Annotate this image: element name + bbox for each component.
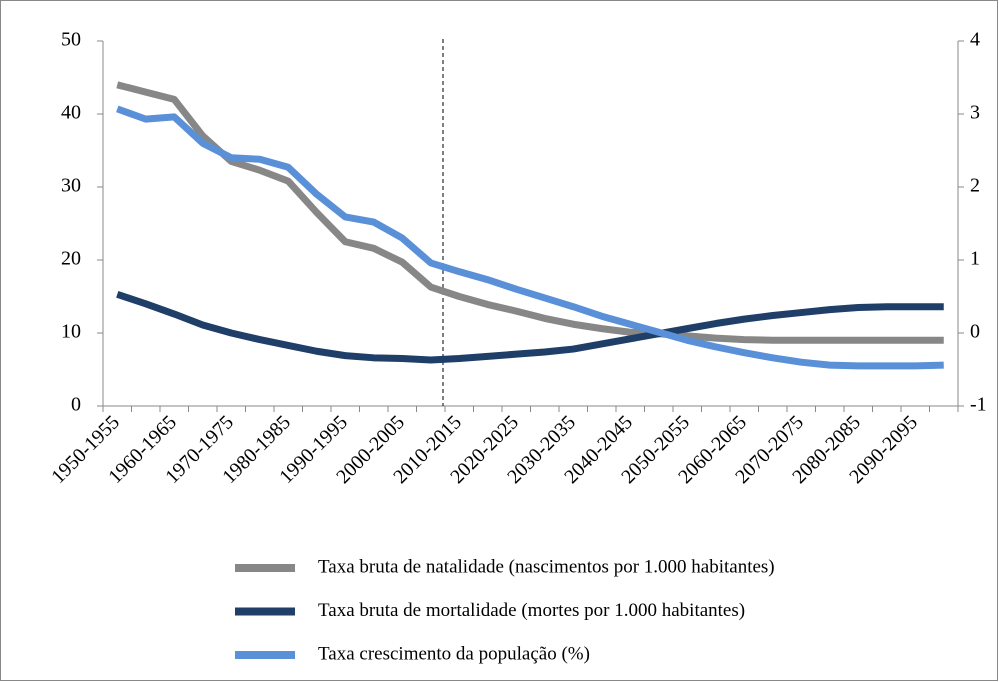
series-line: [116, 290, 944, 364]
y2-tick-label: -1: [970, 394, 987, 416]
y2-tick-label: 4: [970, 29, 980, 51]
series-line: [116, 81, 944, 344]
y-tick-label: 20: [61, 248, 81, 270]
y2-tick-label: 2: [970, 175, 980, 197]
y2-tick-label: 0: [970, 321, 980, 343]
series-line: [116, 105, 944, 370]
y-tick-label: 0: [71, 394, 81, 416]
y-tick-label: 40: [61, 102, 81, 124]
y2-tick-label: 3: [970, 102, 980, 124]
legend-label: Taxa crescimento da população (%): [318, 643, 590, 664]
y2-tick-label: 1: [970, 248, 980, 270]
y-tick-label: 50: [61, 29, 81, 51]
legend-label: Taxa bruta de mortalidade (mortes por 1.…: [318, 600, 745, 621]
y-tick-label: 30: [61, 175, 81, 197]
y-tick-label: 10: [61, 321, 81, 343]
legend-label: Taxa bruta de natalidade (nascimentos po…: [318, 556, 775, 577]
